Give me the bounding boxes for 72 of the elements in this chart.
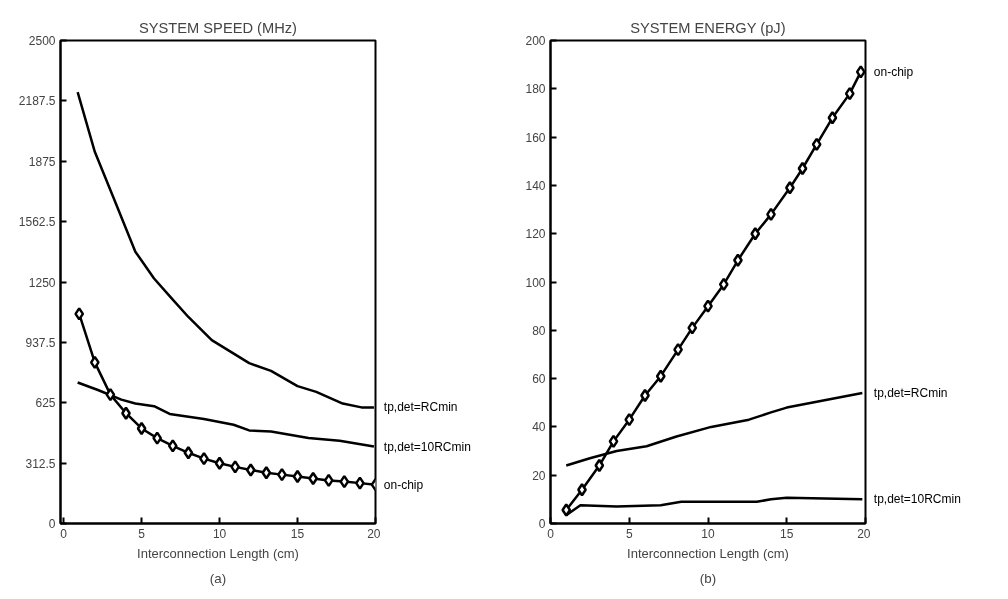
x-tick-label: 20: [857, 526, 871, 541]
y-tick-label: 0: [48, 517, 56, 531]
y-tick-label: 80: [532, 323, 546, 338]
point: [292, 469, 303, 484]
series-label: tp,det=10RCmin: [383, 439, 471, 454]
point: [214, 456, 225, 470]
point: [687, 321, 698, 335]
x-tick-label: 20: [367, 526, 381, 541]
series-label: on-chip: [383, 477, 424, 492]
point: [89, 355, 100, 370]
point: [608, 434, 619, 449]
y-tick-label: 100: [525, 275, 546, 290]
point: [750, 226, 761, 241]
x-axis-title: Interconnection Length (cm): [627, 545, 789, 561]
point: [167, 439, 178, 453]
point: [797, 161, 808, 176]
x-tick-label: 5: [625, 526, 633, 541]
series-label: tp,det=RCmin: [383, 400, 458, 415]
y-tick-label: 2187.5: [18, 94, 56, 109]
chart-title: SYSTEM ENERGY (pJ): [630, 19, 786, 36]
x-tick-label: 15: [780, 526, 794, 541]
point: [136, 421, 147, 436]
x-tick-label: 0: [60, 526, 68, 541]
text: (a): [209, 570, 227, 586]
y-tick-label: 60: [532, 372, 546, 387]
x-axis-title: Interconnection Length (cm): [137, 545, 299, 561]
point: [844, 86, 855, 101]
point: [354, 476, 365, 490]
y-tick-label: 312.5: [25, 456, 56, 471]
point: [152, 431, 163, 445]
y-tick-label: 140: [525, 178, 546, 193]
point: [655, 369, 666, 383]
point: [261, 465, 272, 480]
y-tick-label: 20: [532, 468, 546, 483]
chart-title: SYSTEM SPEED (MHz): [139, 19, 297, 36]
y-tick-label: 160: [525, 130, 546, 145]
point: [183, 446, 194, 460]
point: [230, 460, 241, 474]
y-tick-label: 937.5: [25, 335, 56, 350]
point: [74, 307, 85, 321]
point: [323, 473, 334, 488]
text: (b): [699, 570, 717, 586]
series-label: on-chip: [873, 64, 914, 79]
y-tick-label: 200: [525, 34, 546, 48]
point: [784, 181, 795, 195]
point: [811, 137, 822, 152]
y-tick-label: 1562.5: [18, 215, 56, 230]
x-tick-label: 15: [290, 526, 305, 541]
series-label: tp,det=RCmin: [873, 386, 948, 401]
point: [121, 406, 131, 420]
point: [624, 412, 635, 427]
y-tick-label: 40: [532, 420, 546, 435]
y-tick-label: 1875: [28, 154, 56, 169]
y-tick-label: 625: [35, 396, 56, 411]
y-tick-label: 120: [525, 227, 546, 242]
point: [105, 387, 116, 402]
point: [827, 111, 838, 125]
y-tick-label: 0: [538, 517, 546, 531]
point: [718, 277, 729, 292]
point: [855, 65, 866, 79]
y-tick-label: 1250: [28, 275, 56, 290]
x-tick-label: 10: [212, 526, 227, 541]
point: [594, 458, 605, 473]
y-tick-label: 2500: [28, 34, 56, 48]
point: [703, 299, 713, 313]
point: [339, 474, 350, 489]
x-tick-label: 5: [138, 526, 146, 541]
y-tick-label: 180: [525, 82, 546, 97]
point: [245, 463, 256, 477]
point: [308, 471, 319, 486]
x-tick-label: 10: [701, 526, 715, 541]
series-label: tp,det=10RCmin: [873, 492, 961, 507]
